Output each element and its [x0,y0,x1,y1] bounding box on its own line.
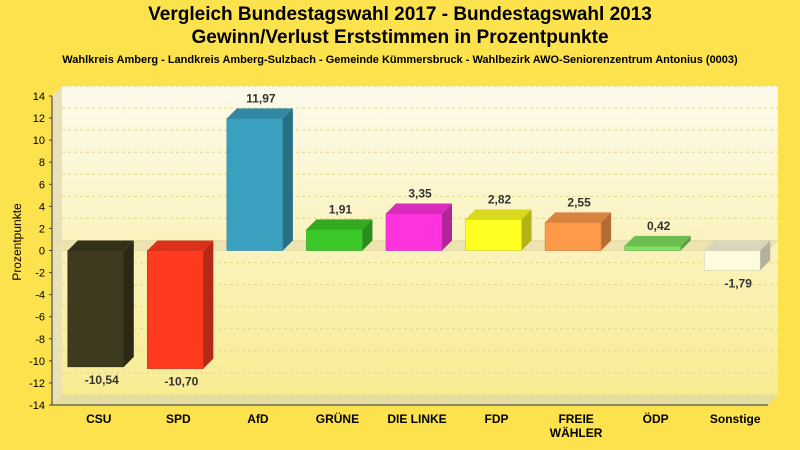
bar-front [147,250,204,369]
bar-front [306,229,363,251]
chart-title: Vergleich Bundestagswahl 2017 - Bundesta… [148,4,652,25]
x-tick-label: FDP [485,412,509,426]
bar-side [362,219,373,251]
bar-top [67,240,134,251]
chart-subtitle: Gewinn/Verlust Erststimmen in Prozentpun… [191,27,609,48]
y-tick-label: 0 [39,246,45,258]
y-tick-label: -8 [35,334,45,346]
x-tick-label: DIE LINKE [387,412,446,426]
data-label: 2,82 [488,192,512,206]
bar-spd [147,240,214,369]
bar-side [601,212,612,251]
x-tick-label: ÖDP [643,411,669,426]
data-label: -1,79 [725,276,753,290]
bar-top [465,209,532,220]
x-tick-label: SPD [166,412,191,426]
x-tick-label: CSU [86,412,111,426]
data-label: 3,35 [408,187,432,201]
x-tick-label-line: SPD [166,412,191,426]
bar-side [282,108,293,251]
bar-top [306,219,373,230]
bar-afd [226,108,293,251]
bar-front [226,118,284,251]
bar-side [521,209,532,251]
data-label: 0,42 [647,219,671,233]
bar-front [544,222,602,251]
bar-side [760,240,771,271]
x-tick-label-line: FREIE [558,412,593,426]
x-tick-label-line: GRÜNE [316,411,359,426]
bar-top [226,108,293,119]
bar-side [203,240,214,369]
y-axis-label: Prozentpunkte [10,203,24,281]
bar-top [386,203,452,214]
bar-side [680,235,691,251]
y-tick-label: 8 [39,157,45,169]
bar-ödp [624,235,691,251]
x-tick-label: GRÜNE [316,411,359,426]
y-tick-label: -6 [35,312,45,324]
y-tick-label: -12 [29,378,45,390]
bar-front [703,250,761,271]
y-tick-label: -4 [35,290,45,302]
bar-fdp [465,209,532,251]
bar-die-linke [385,203,452,251]
bar-sonstige [703,240,771,271]
bar-csu [67,240,134,368]
bar-front [624,245,681,251]
y-tick-label: -2 [35,268,45,280]
chart-caption: Wahlkreis Amberg - Landkreis Amberg-Sulz… [62,54,738,66]
bar-freie-wähler [544,212,612,251]
y-tick-label: 10 [33,135,45,147]
x-tick-label-line: CSU [86,412,111,426]
x-tick-label-line: Sonstige [710,412,761,426]
bar-side [123,240,134,367]
x-tick-label-line: AfD [247,412,269,426]
x-tick-label: AfD [247,412,269,426]
x-tick-label-line: DIE LINKE [387,412,446,426]
bar-grüne [306,219,373,251]
bar-front [465,219,522,251]
y-tick-label: 4 [39,201,45,213]
bar-front [385,213,443,251]
x-tick-label-line: FDP [485,412,509,426]
bar-top [545,212,612,223]
bar-top [147,240,214,251]
y-tick-label: -10 [29,356,45,368]
y-tick-label: 14 [33,91,45,103]
bar-front [67,250,125,368]
floor [52,395,778,405]
data-label: 11,97 [246,91,276,105]
data-label: 2,55 [567,195,591,209]
y-tick-label: 12 [33,113,45,125]
x-tick-label-line: WÄHLER [550,425,603,440]
bar-top [704,240,771,251]
data-label: -10,54 [85,373,119,387]
y-tick-label: 2 [39,223,45,235]
x-tick-label: FREIE WÄHLER [550,412,603,440]
data-label: 1,91 [329,202,353,216]
bar-side [442,203,452,251]
x-tick-label: Sonstige [710,412,761,426]
y-tick-label: 6 [39,179,45,191]
bar-top [624,235,691,246]
y-tick-label: -14 [29,400,45,412]
data-label: -10,70 [164,375,198,389]
x-tick-label-line: ÖDP [643,411,669,426]
